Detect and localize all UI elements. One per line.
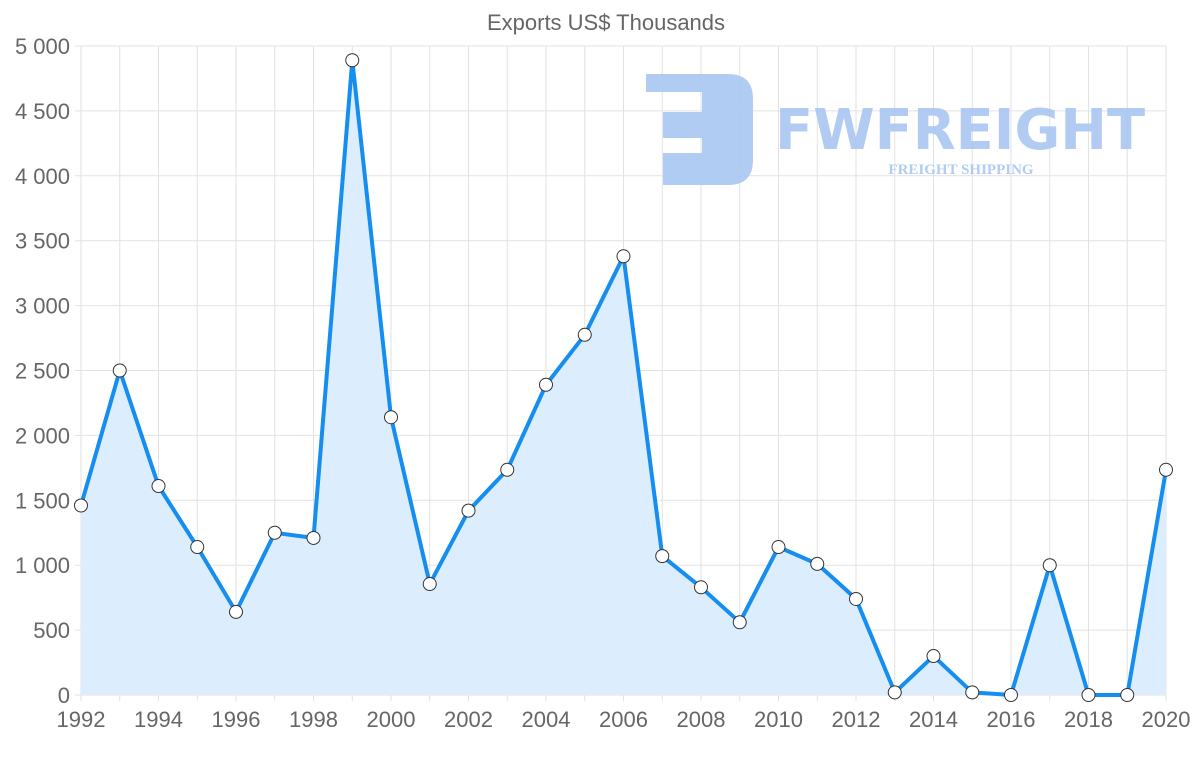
data-point xyxy=(1120,688,1135,702)
data-point xyxy=(267,525,282,540)
series-exports xyxy=(74,53,1173,702)
data-point xyxy=(1081,688,1096,702)
y-axis-labels: 0 500 1 000 1 500 2 000 2 500 3 000 3 500 4 000 4… xyxy=(15,34,70,708)
x-tick-label: 2008 xyxy=(677,707,726,732)
data-point xyxy=(1159,462,1173,477)
data-point xyxy=(422,577,437,592)
data-point xyxy=(810,556,825,571)
watermark-brand: FWFREIGHT xyxy=(775,98,1145,163)
y-tick-label: 4 500 xyxy=(15,99,70,124)
y-tick-label: 0 xyxy=(58,683,70,708)
x-tick-label: 2006 xyxy=(599,707,648,732)
data-point xyxy=(539,377,553,392)
data-point xyxy=(1042,558,1057,573)
x-axis-labels: 1992 1994 1996 1998 2000 2002 2004 2006 2008 2010… xyxy=(57,707,1191,732)
y-tick-label: 1 500 xyxy=(15,488,70,513)
x-tick-label: 1998 xyxy=(289,707,338,732)
data-point xyxy=(74,498,88,513)
data-point xyxy=(112,363,127,378)
data-point xyxy=(694,580,708,595)
watermark-tagline: FREIGHT SHIPPING xyxy=(888,162,1033,178)
data-point xyxy=(732,615,747,630)
y-tick-label: 4 000 xyxy=(15,164,70,189)
data-point xyxy=(229,604,243,619)
y-tick-label: 5 000 xyxy=(15,34,70,59)
data-point xyxy=(655,549,670,564)
data-point xyxy=(500,462,515,477)
y-tick-label: 1 000 xyxy=(15,553,70,578)
x-tick-label: 2004 xyxy=(522,707,571,732)
data-point xyxy=(771,540,786,555)
data-point xyxy=(616,249,631,264)
x-tick-label: 2002 xyxy=(444,707,493,732)
x-tick-label: 2014 xyxy=(909,707,958,732)
x-tick-label: 1992 xyxy=(57,707,106,732)
x-tick-label: 2016 xyxy=(987,707,1036,732)
watermark-logo: FWFREIGHT FREIGHT SHIPPING xyxy=(646,74,1145,185)
data-point xyxy=(190,540,205,555)
data-point xyxy=(965,685,980,700)
data-point xyxy=(306,530,321,545)
x-tick-label: 2000 xyxy=(367,707,416,732)
x-tick-label: 2020 xyxy=(1142,707,1191,732)
y-tick-label: 3 000 xyxy=(15,294,70,319)
data-point xyxy=(345,53,360,68)
data-point xyxy=(384,410,398,425)
x-tick-label: 2018 xyxy=(1064,707,1113,732)
x-tick-label: 1994 xyxy=(134,707,183,732)
x-tick-label: 2012 xyxy=(832,707,881,732)
y-tick-label: 3 500 xyxy=(15,229,70,254)
data-point xyxy=(1004,688,1018,702)
data-point xyxy=(887,685,902,700)
y-tick-label: 2 000 xyxy=(15,423,70,448)
data-point xyxy=(926,649,941,664)
x-tick-label: 2010 xyxy=(754,707,803,732)
watermark-logo-icon xyxy=(646,74,753,185)
y-tick-label: 2 500 xyxy=(15,359,70,384)
area-fill xyxy=(81,60,1166,696)
data-point xyxy=(577,327,592,342)
x-tick-label: 1996 xyxy=(212,707,261,732)
chart-title: Exports US$ Thousands xyxy=(487,10,725,35)
y-tick-label: 500 xyxy=(33,618,70,643)
data-point xyxy=(151,479,166,494)
data-point xyxy=(849,591,863,606)
data-point xyxy=(461,503,476,518)
